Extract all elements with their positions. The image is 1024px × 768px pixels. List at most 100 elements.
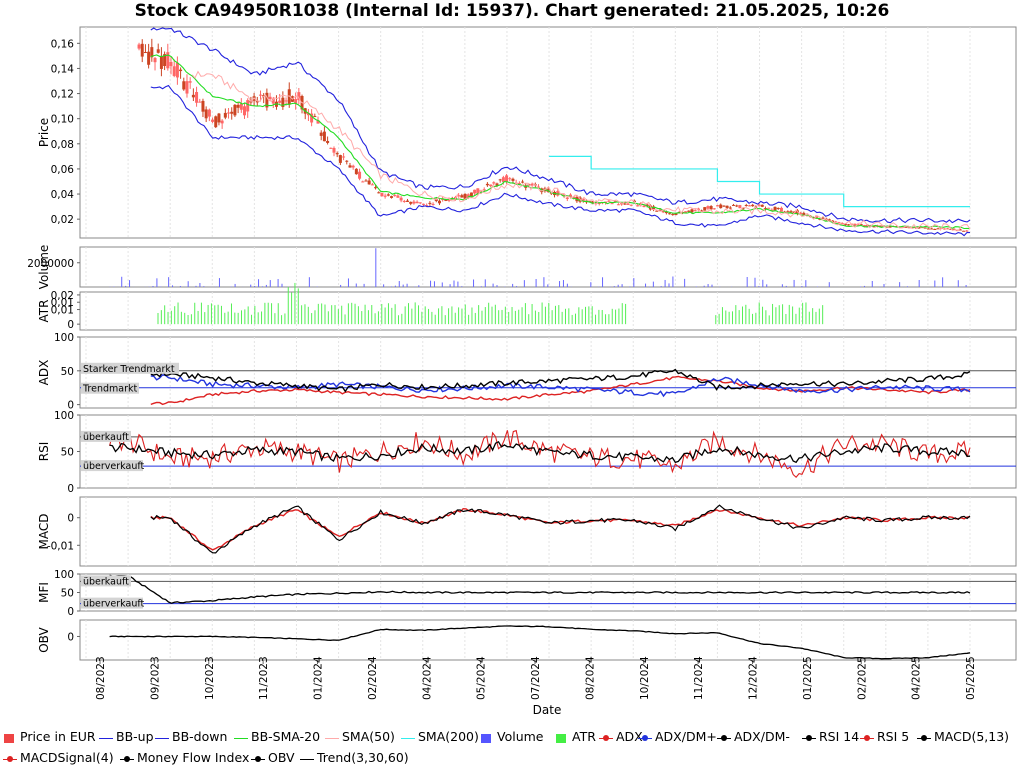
price-candle (952, 228, 956, 230)
legend-symbol (251, 754, 265, 764)
y-tick-label: 50 (61, 588, 74, 600)
price-candle (834, 221, 838, 223)
price-candle (358, 171, 362, 179)
annotation-box (81, 575, 131, 587)
price-candle (626, 203, 630, 205)
price-candle (850, 223, 854, 225)
price-candle (204, 109, 208, 119)
price-candle (789, 211, 793, 213)
price-candle (693, 210, 697, 212)
chart-legend: Price in EUR BB-up BB-down BB-SMA-20 SMA(50)… (0, 726, 1024, 768)
x-tick-label: 09/2023 (149, 656, 161, 700)
price-candle (725, 205, 729, 208)
annotation-label: überverkauft (83, 599, 145, 610)
legend-label: ATR (572, 729, 596, 744)
price-candle (671, 214, 675, 216)
x-tick-label: 08/2024 (584, 656, 596, 700)
annotation-box (81, 362, 179, 374)
price-candle (962, 230, 966, 232)
price-candle (233, 104, 237, 116)
y-tick-label: 0,08 (51, 139, 74, 151)
price-candle (329, 147, 333, 149)
price-candle (645, 204, 649, 207)
legend-item: MACD(5,13) (917, 726, 1009, 747)
x-tick-label: 11/2024 (693, 656, 705, 700)
y-tick-label: 100 (54, 569, 74, 581)
price-candle (556, 191, 560, 196)
price-candle (690, 209, 694, 213)
legend-label: ADX (616, 729, 643, 744)
price-candle (597, 202, 601, 204)
x-tick-label: 02/2024 (367, 656, 379, 700)
price-candle (751, 204, 755, 207)
price-candle (786, 211, 790, 213)
y-axis-label: RSI (37, 442, 51, 462)
price-candle (511, 178, 515, 181)
y-tick-label: 0,01 (51, 305, 74, 317)
price-candle (802, 212, 806, 216)
price-candle (457, 195, 461, 197)
price-candle (888, 226, 892, 228)
price-candle (425, 205, 429, 207)
price-candle (415, 201, 419, 204)
legend-symbol (860, 733, 874, 743)
legend-symbol (480, 733, 494, 743)
panel-volume (79, 246, 1017, 288)
legend-item: Money Flow Index (120, 747, 249, 768)
price-candle (239, 103, 243, 110)
price-candle (731, 204, 735, 206)
price-candle (188, 81, 192, 83)
legend-item: Volume (480, 726, 544, 747)
price-candle (220, 120, 224, 124)
price-candle (709, 206, 713, 210)
y-tick-label: 100 (54, 410, 74, 422)
price-candle (316, 120, 320, 124)
legend-label: MACD(5,13) (934, 729, 1010, 744)
y-tick-label: 0 (67, 319, 74, 331)
legend-item: SMA(200) (401, 726, 479, 747)
price-candle (313, 116, 317, 118)
price-candle (562, 194, 566, 197)
price-candle (342, 156, 346, 158)
price-candle (230, 111, 234, 114)
legend-label: BB-down (172, 729, 228, 744)
price-candle (863, 225, 867, 227)
price-candle (431, 203, 435, 205)
price-candle (402, 200, 406, 202)
legend-symbol (401, 733, 415, 743)
price-candle (223, 112, 227, 118)
price-candle (728, 207, 732, 209)
price-candle (380, 192, 384, 196)
price-candle (757, 204, 761, 206)
price-candle (773, 206, 777, 211)
price-candle (306, 112, 310, 116)
x-axis-label: Date (533, 703, 562, 717)
x-tick-label: 01/2024 (313, 656, 325, 700)
price-candle (572, 196, 576, 199)
x-tick-label: 04/2024 (421, 656, 433, 700)
price-candle (779, 207, 783, 212)
legend-symbol (234, 733, 248, 743)
price-candle (297, 92, 301, 101)
price-candle (687, 210, 691, 212)
price-candle (201, 100, 205, 112)
price-candle (946, 228, 950, 230)
price-candle (460, 195, 464, 198)
price-candle (763, 208, 767, 210)
legend-label: Trend(3,30,60) (317, 750, 409, 765)
price-candle (700, 210, 704, 212)
price-candle (412, 201, 416, 204)
price-candle (827, 219, 831, 221)
price-candle (610, 203, 614, 205)
y-axis-label: Price (37, 118, 51, 147)
price-candle (837, 222, 841, 224)
legend-label: ADX/DM+ (655, 729, 717, 744)
price-candle (949, 228, 953, 230)
price-candle (332, 147, 336, 153)
legend-item: BB-SMA-20 (234, 726, 320, 747)
y-tick-label: 100 (54, 332, 74, 344)
price-candle (271, 98, 275, 104)
price-candle (930, 228, 934, 230)
y-tick-label: 0 (67, 513, 74, 525)
legend-item: RSI 14 (802, 726, 859, 747)
